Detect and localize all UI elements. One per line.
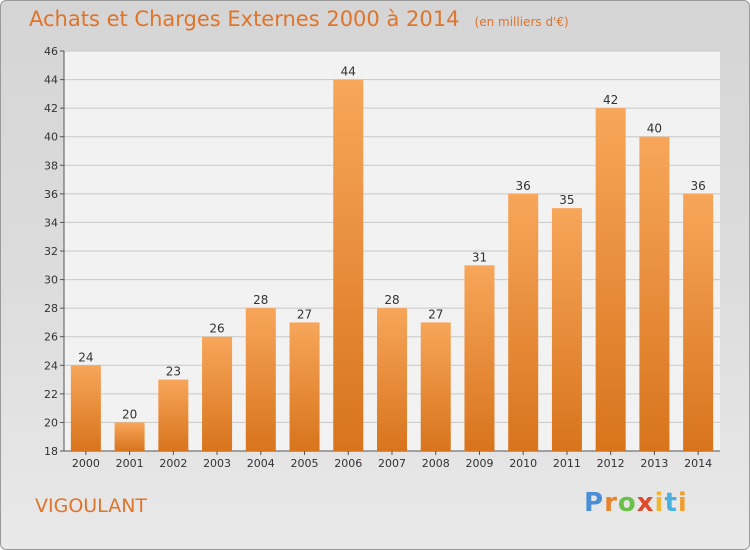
x-tick-label: 2006 [334, 457, 362, 470]
x-tick-label: 2008 [422, 457, 450, 470]
x-tick-label: 2001 [116, 457, 144, 470]
bar [333, 79, 364, 452]
data-label: 23 [166, 365, 181, 379]
data-label: 28 [384, 293, 399, 307]
x-tick-label: 2012 [597, 457, 625, 470]
bars [70, 79, 714, 452]
data-label: 40 [647, 122, 662, 136]
data-label: 28 [253, 293, 268, 307]
data-label: 20 [122, 407, 137, 421]
data-label: 35 [559, 193, 574, 207]
chart-title: Achats et Charges Externes 2000 à 2014 (… [29, 7, 569, 31]
x-tick-label: 2004 [247, 457, 275, 470]
y-tick-label: 18 [44, 445, 58, 458]
y-tick-label: 44 [44, 74, 58, 87]
labels: 18 20 22 24 26 28 30 32 34 36 38 40 42 44 46 24 2000 20 20… [44, 45, 712, 470]
y-tick-label: 38 [44, 159, 58, 172]
data-label: 24 [78, 350, 93, 364]
x-tick-label: 2003 [203, 457, 231, 470]
bar [289, 322, 320, 451]
data-label: 44 [341, 65, 356, 79]
y-tick-label: 40 [44, 131, 58, 144]
data-label: 26 [209, 322, 224, 336]
data-label: 42 [603, 93, 618, 107]
data-label: 36 [690, 179, 705, 193]
proxiti-logo[interactable]: Proxiti [584, 488, 688, 518]
bar [639, 136, 670, 451]
logo-letter: r [604, 488, 618, 518]
y-tick-label: 42 [44, 102, 58, 115]
logo-letter: x [636, 488, 655, 518]
bar [595, 108, 626, 452]
x-tick-label: 2005 [291, 457, 319, 470]
y-tick-label: 20 [44, 416, 58, 429]
data-label: 31 [472, 250, 487, 264]
x-tick-label: 2009 [465, 457, 493, 470]
bar [377, 308, 407, 451]
bar [508, 193, 539, 451]
x-tick-label: 2011 [553, 457, 581, 470]
data-label: 27 [428, 307, 443, 321]
chart-subtitle: (en milliers d'€) [474, 15, 569, 29]
logo-letter: i [654, 488, 665, 518]
logo-letter: P [584, 488, 605, 518]
x-tick-label: 2014 [684, 457, 712, 470]
x-tick-label: 2007 [378, 457, 406, 470]
x-tick-label: 2010 [509, 457, 537, 470]
y-tick-label: 36 [44, 188, 58, 201]
logo-letter: t [664, 488, 678, 518]
logo-letter: o [617, 488, 637, 518]
y-tick-label: 32 [44, 245, 58, 258]
x-tick-label: 2002 [159, 457, 187, 470]
y-tick-label: 26 [44, 331, 58, 344]
chart-title-main: Achats et Charges Externes 2000 à 2014 [29, 7, 460, 31]
bar [551, 208, 582, 451]
y-tick-label: 46 [44, 45, 58, 58]
x-tick-label: 2000 [72, 457, 100, 470]
y-tick-label: 24 [44, 359, 58, 372]
bar [245, 308, 276, 451]
x-tick-label: 2013 [640, 457, 668, 470]
logo-letter: i [677, 488, 688, 518]
bar [114, 422, 145, 451]
y-tick-label: 30 [44, 274, 58, 287]
bar [683, 193, 714, 451]
bar [420, 322, 451, 451]
data-label: 27 [297, 307, 312, 321]
commune-name: VIGOULANT [35, 495, 148, 517]
y-tick-label: 28 [44, 302, 58, 315]
data-label: 36 [516, 179, 531, 193]
bar [464, 265, 495, 451]
bar [70, 365, 101, 451]
y-tick-label: 22 [44, 388, 58, 401]
bar [202, 336, 233, 451]
y-tick-label: 34 [44, 216, 58, 229]
bar [158, 379, 189, 451]
